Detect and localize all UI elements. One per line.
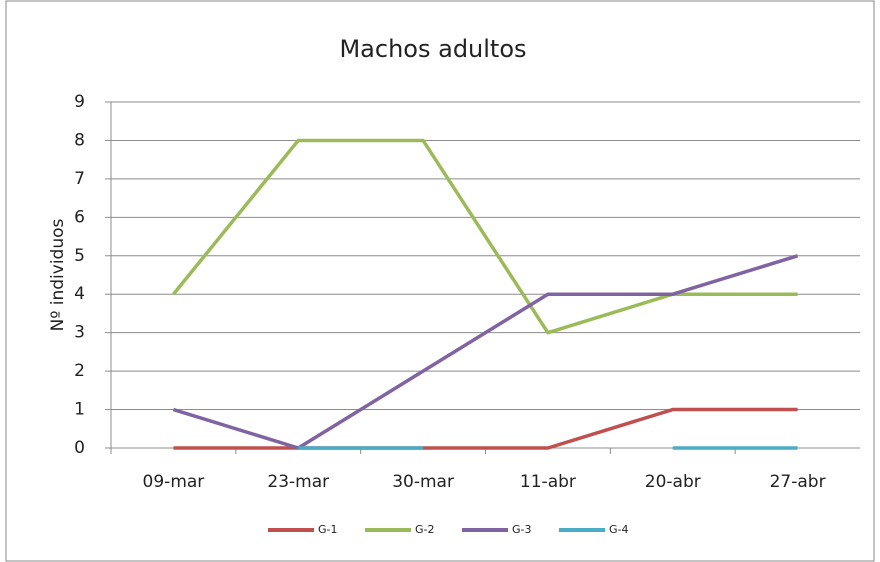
x-tick-label: 11-abr [520,472,576,492]
legend-label: G-1 [318,523,338,536]
y-axis-label: Nº individuos [48,218,68,331]
x-tick-label: 30-mar [392,472,454,492]
y-tick-label: 9 [74,92,85,112]
legend-label: G-2 [415,523,435,536]
y-tick-label: 7 [74,169,85,189]
x-tick-label: 23-mar [267,472,329,492]
series-line [172,138,798,335]
x-tick-label: 09-mar [143,472,205,492]
y-tick-label: 1 [74,400,85,420]
y-tick-label: 2 [74,361,85,381]
y-tick-label: 5 [74,246,85,266]
x-tick-label: 20-abr [645,472,701,492]
legend-label: G-4 [609,523,629,536]
legend: G-1 G-2 G-3 G-4 [268,523,629,536]
y-tick-label: 3 [74,323,85,343]
series-line [173,407,798,450]
y-tick-label: 8 [74,130,85,150]
legend-label: G-3 [512,523,532,536]
y-tick-label: 4 [74,284,85,304]
chart-frame [5,0,875,562]
y-tick-label: 6 [74,207,85,227]
x-tick-label: 27-abr [770,472,826,492]
chart-title: Machos adultos [339,35,526,63]
y-tick-label: 0 [74,438,85,458]
series-line [172,254,799,450]
